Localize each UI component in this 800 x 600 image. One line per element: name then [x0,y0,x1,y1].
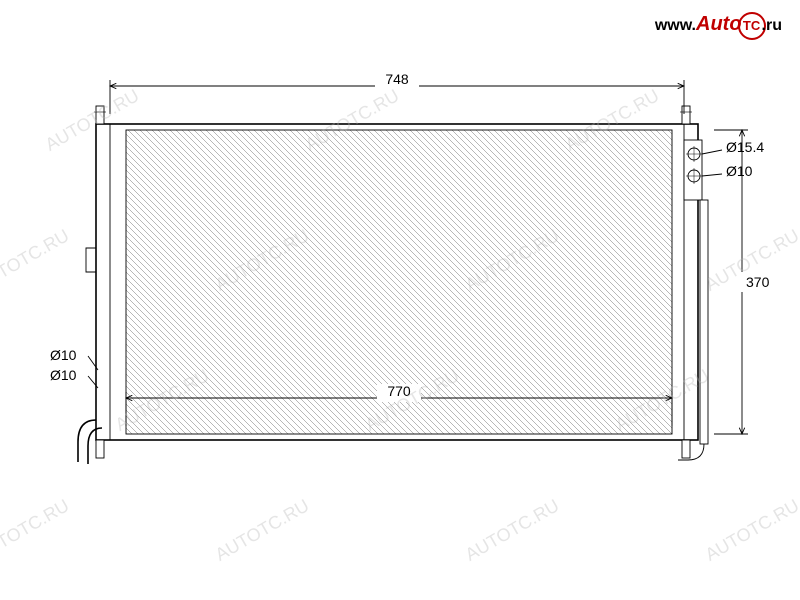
dimension-label: 370 [746,274,770,290]
port-diameter-label: Ø10 [726,163,753,179]
technical-drawing: Ø15.4 Ø10 Ø10 Ø10 748 770 370 [0,0,800,600]
left-bracket [86,248,96,272]
dryer-tube [700,200,708,444]
mount-pin-top [682,106,690,124]
mount-pin-top [96,106,104,124]
port-diameter-label: Ø15.4 [726,139,764,155]
dimension-label: 748 [385,71,409,87]
pipe-diameter-label: Ø10 [50,367,77,383]
pipe-diameter-label: Ø10 [50,347,77,363]
mount-pin-bottom [96,440,104,458]
mount-pin-bottom [682,440,690,458]
left-pipe-1 [78,420,96,462]
dimension-label: 770 [387,383,411,399]
